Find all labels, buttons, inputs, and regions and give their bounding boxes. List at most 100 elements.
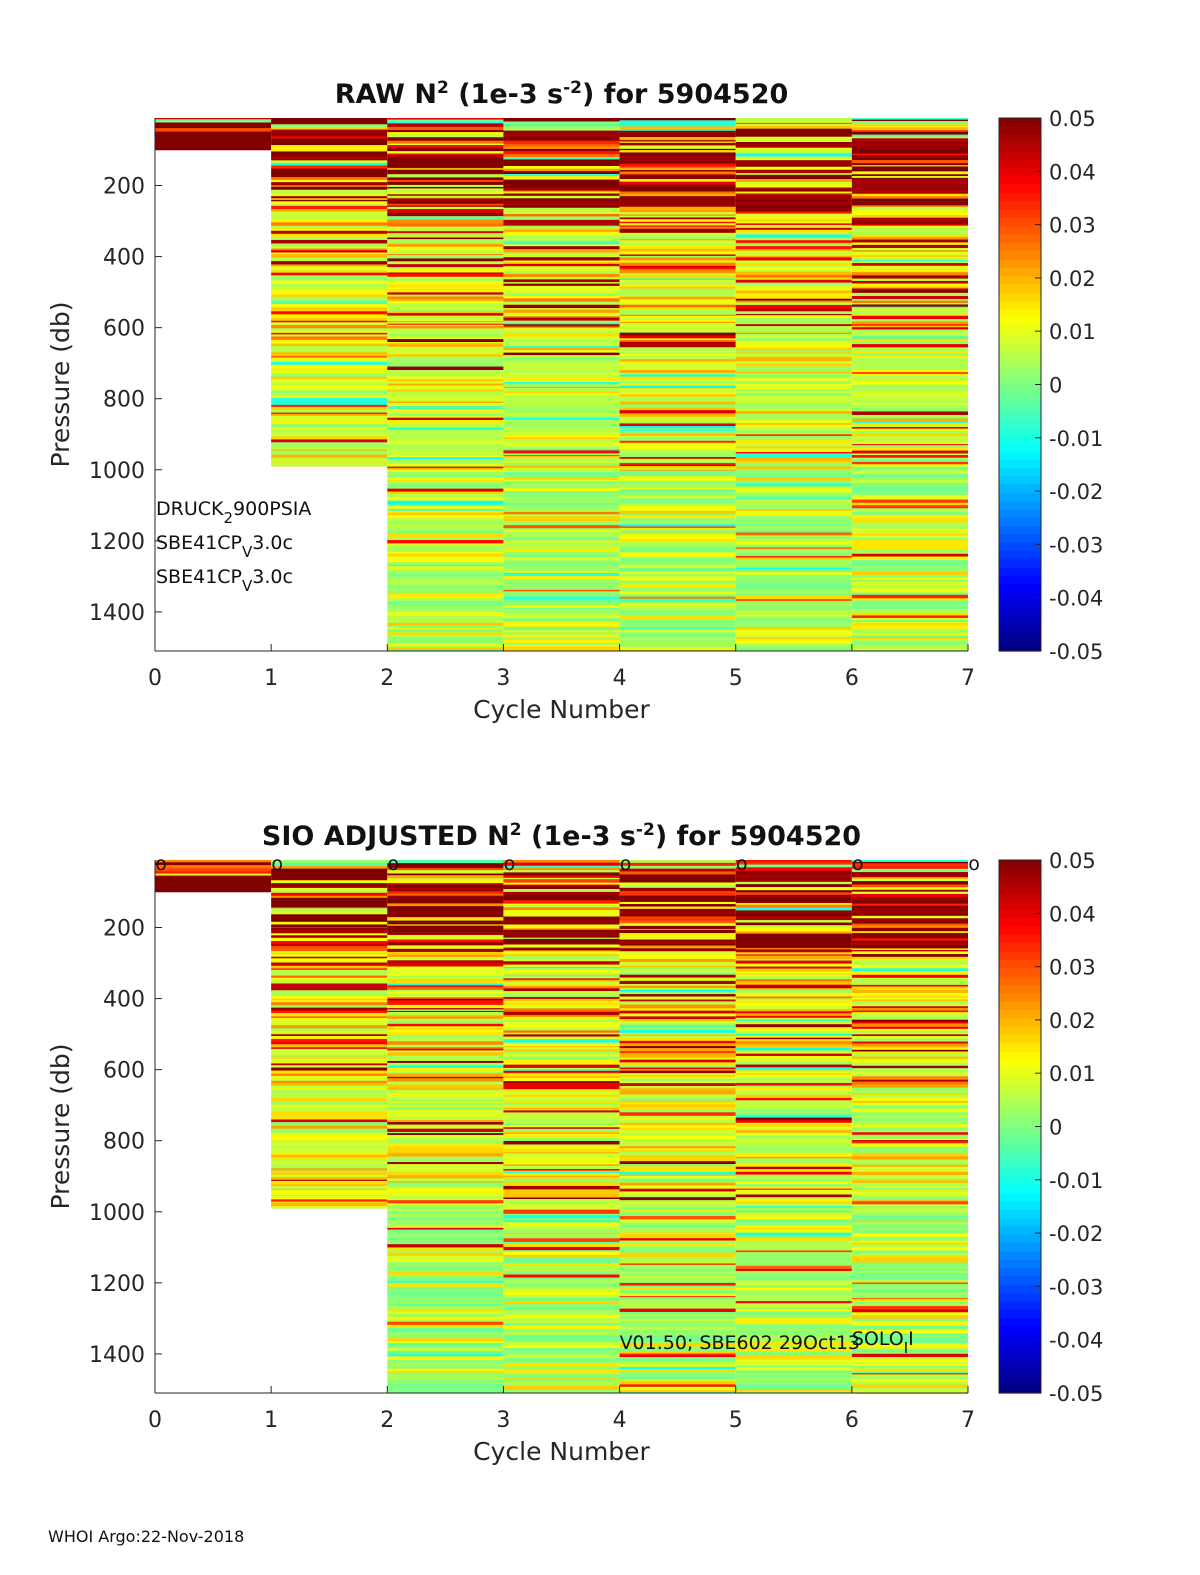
heatmap-cell bbox=[271, 1107, 388, 1110]
colorbar-swatch bbox=[999, 1184, 1041, 1194]
heatmap-cell bbox=[851, 1156, 968, 1160]
heatmap-cell bbox=[735, 489, 852, 493]
heatmap-cell bbox=[735, 1211, 852, 1215]
heatmap-cell bbox=[619, 967, 736, 970]
heatmap-cell bbox=[503, 479, 620, 482]
heatmap-cell bbox=[851, 198, 968, 202]
heatmap-cell bbox=[503, 605, 620, 609]
heatmap-cell bbox=[735, 862, 852, 865]
heatmap-cell bbox=[851, 607, 968, 610]
heatmap-cell bbox=[851, 1034, 968, 1037]
colorbar-swatch bbox=[999, 1034, 1041, 1044]
heatmap-cell bbox=[851, 134, 968, 137]
heatmap-cell bbox=[387, 540, 504, 544]
heatmap-cell bbox=[735, 344, 852, 349]
heatmap-cell bbox=[851, 584, 968, 589]
heatmap-cell bbox=[619, 290, 736, 294]
heatmap-cell bbox=[503, 1295, 620, 1299]
heatmap-cell bbox=[735, 1227, 852, 1230]
heatmap-cell bbox=[503, 308, 620, 310]
heatmap-cell bbox=[619, 1290, 736, 1294]
heatmap-cell bbox=[387, 163, 504, 167]
colorbar-swatch bbox=[999, 118, 1041, 127]
heatmap-cell bbox=[735, 271, 852, 276]
heatmap-cell bbox=[619, 991, 736, 995]
heatmap-cell bbox=[735, 287, 852, 291]
heatmap-cell bbox=[503, 316, 620, 319]
heatmap-cell bbox=[619, 232, 736, 236]
heatmap-cell bbox=[735, 352, 852, 355]
heatmap-cell bbox=[735, 125, 852, 129]
heatmap-cell bbox=[619, 945, 736, 949]
heatmap-cell bbox=[851, 411, 968, 416]
heatmap-cell bbox=[851, 1084, 968, 1089]
heatmap-cell bbox=[619, 1333, 736, 1335]
heatmap-cell bbox=[851, 321, 968, 325]
heatmap-cell bbox=[271, 185, 388, 188]
heatmap-cell bbox=[735, 341, 852, 344]
heatmap-cell bbox=[619, 1149, 736, 1152]
heatmap-cell bbox=[735, 240, 852, 244]
heatmap-cell bbox=[851, 1214, 968, 1218]
heatmap-cell bbox=[271, 450, 388, 454]
heatmap-cell bbox=[503, 1096, 620, 1100]
colorbar-swatch bbox=[999, 1301, 1041, 1311]
heatmap-cell bbox=[387, 1301, 504, 1304]
heatmap-cell bbox=[387, 287, 504, 290]
heatmap-cell bbox=[851, 392, 968, 395]
heatmap-cell bbox=[735, 300, 852, 303]
heatmap-cell bbox=[271, 1032, 388, 1035]
heatmap-cell bbox=[619, 423, 736, 427]
heatmap-cell bbox=[851, 325, 968, 328]
profile-column-0 bbox=[155, 118, 272, 151]
heatmap-cell bbox=[735, 1147, 852, 1149]
heatmap-cell bbox=[851, 1260, 968, 1263]
heatmap-cell bbox=[503, 907, 620, 911]
heatmap-cell bbox=[619, 254, 736, 257]
heatmap-cell bbox=[503, 397, 620, 401]
heatmap-cell bbox=[387, 1175, 504, 1179]
heatmap-cell bbox=[851, 1140, 968, 1142]
heatmap-cell bbox=[735, 959, 852, 961]
heatmap-cell bbox=[735, 1229, 852, 1233]
heatmap-cell bbox=[503, 168, 620, 172]
heatmap-cell bbox=[503, 1102, 620, 1106]
heatmap-cell bbox=[851, 887, 968, 891]
heatmap-cell bbox=[735, 1284, 852, 1289]
colorbar-swatch bbox=[999, 292, 1041, 302]
heatmap-cell bbox=[619, 598, 736, 603]
heatmap-cell bbox=[387, 321, 504, 323]
heatmap-cell bbox=[387, 506, 504, 510]
heatmap-cell bbox=[503, 193, 620, 197]
heatmap-cell bbox=[387, 1062, 504, 1066]
heatmap-cell bbox=[271, 1085, 388, 1088]
heatmap-cell bbox=[851, 1195, 968, 1198]
heatmap-cell bbox=[619, 1169, 736, 1173]
heatmap-cell bbox=[619, 416, 736, 420]
heatmap-cell bbox=[387, 354, 504, 357]
heatmap-cell bbox=[619, 564, 736, 569]
heatmap-cell bbox=[387, 1118, 504, 1121]
heatmap-cell bbox=[387, 385, 504, 388]
heatmap-cell bbox=[851, 306, 968, 309]
heatmap-cell bbox=[503, 525, 620, 529]
colorbar-swatch bbox=[999, 167, 1041, 177]
heatmap-cell bbox=[619, 601, 736, 604]
heatmap-cell bbox=[503, 1236, 620, 1239]
heatmap-cell bbox=[619, 348, 736, 352]
heatmap-cell bbox=[851, 1076, 968, 1081]
heatmap-cell bbox=[735, 464, 852, 467]
heatmap-cell bbox=[619, 1268, 736, 1273]
heatmap-cell bbox=[735, 337, 852, 342]
heatmap-cell bbox=[387, 206, 504, 210]
heatmap-cell bbox=[503, 1157, 620, 1162]
heatmap-cell bbox=[503, 1212, 620, 1215]
heatmap-cell bbox=[503, 1034, 620, 1037]
colorbar-swatch bbox=[999, 1218, 1041, 1228]
heatmap-cell bbox=[271, 270, 388, 273]
heatmap-cell bbox=[735, 477, 852, 481]
heatmap-cell bbox=[503, 1277, 620, 1280]
heatmap-cell bbox=[735, 877, 852, 881]
heatmap-cell bbox=[387, 1305, 504, 1310]
heatmap-cell bbox=[155, 118, 272, 120]
